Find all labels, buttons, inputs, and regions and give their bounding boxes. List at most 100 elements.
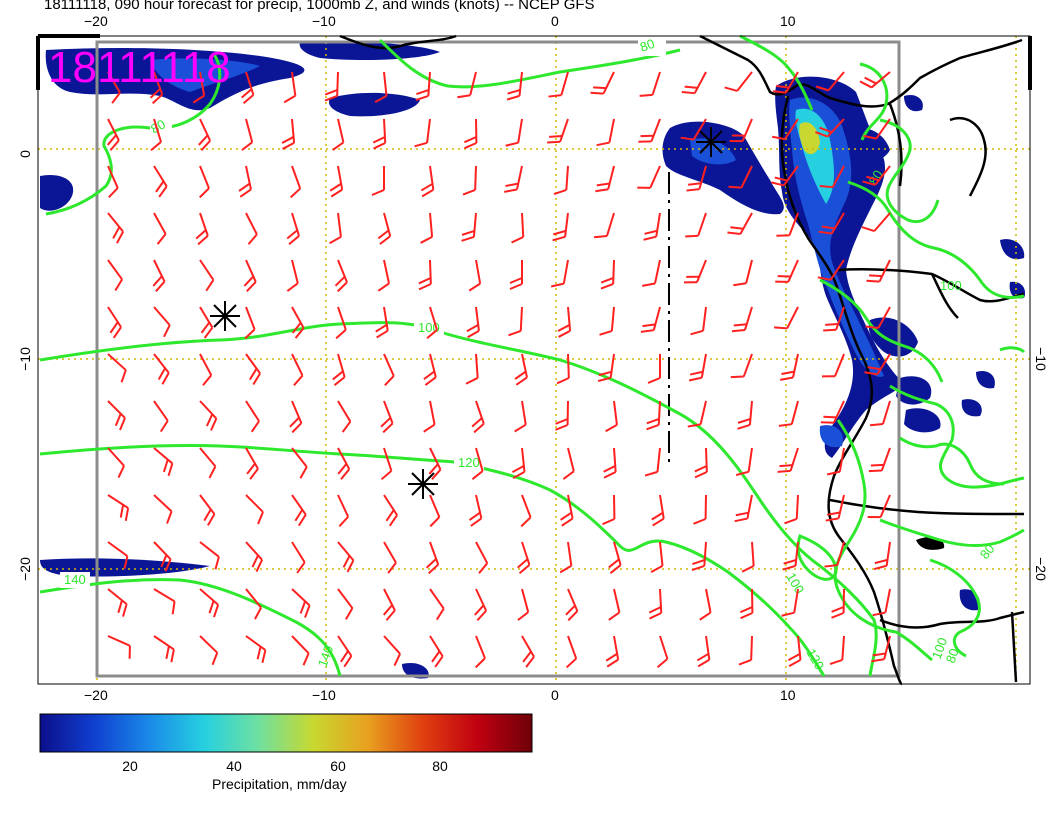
wind-barb-icon: [337, 494, 350, 528]
wind-barb-icon: [681, 71, 707, 95]
wind-barb-icon: [508, 306, 523, 337]
wind-barb-icon: [426, 306, 438, 340]
wind-barb-icon: [724, 71, 753, 92]
wind-barb-icon: [380, 447, 393, 481]
wind-barb-icon: [329, 212, 342, 245]
wind-barb-icon: [656, 635, 669, 669]
wind-barb-icon: [153, 635, 175, 663]
wind-barb-icon: [815, 118, 845, 138]
wind-barb-icon: [107, 541, 129, 569]
wind-barb-icon: [729, 118, 753, 143]
wind-barb-icon: [238, 165, 252, 198]
wind-barb-icon: [291, 588, 311, 618]
wind-barb-icon: [199, 588, 220, 618]
wind-barb-icon: [509, 260, 523, 290]
wind-barb-icon: [383, 541, 397, 574]
wind-barb-icon: [517, 588, 530, 621]
wind-barb-icon: [199, 447, 217, 479]
wind-barb-icon: [776, 212, 799, 237]
wind-barb-icon: [245, 494, 264, 525]
wind-barb-icon: [337, 588, 354, 620]
wind-barb-icon: [414, 118, 431, 148]
wind-barb-icon: [461, 212, 477, 242]
wind-barb-icon: [245, 635, 267, 663]
wind-barb-icon: [107, 165, 119, 199]
wind-barb-icon: [831, 588, 845, 619]
wind-barb-icon: [153, 306, 171, 338]
wind-barb-icon: [771, 118, 799, 141]
wind-barb-icon: [867, 494, 891, 519]
wind-barb-icon: [474, 588, 488, 622]
wind-barb-icon: [600, 259, 615, 290]
wind-barb-icon: [694, 447, 708, 479]
wind-barb-icon: [646, 400, 661, 431]
wind-barb-icon: [603, 447, 617, 479]
colorbar-label: Precipitation, mm/day: [212, 776, 347, 792]
wind-barb-icon: [337, 635, 353, 668]
wind-barb-icon: [826, 447, 845, 476]
wind-barb-icon: [651, 494, 665, 527]
wind-barb-icon: [337, 400, 352, 433]
wind-barb-icon: [553, 165, 569, 196]
wind-barb-icon: [782, 541, 799, 571]
wind-barb-icon: [107, 494, 130, 522]
wind-barb-icon: [423, 400, 436, 433]
wind-barb-icon: [423, 353, 437, 386]
low-center-asterisk-icon: [210, 301, 240, 331]
wind-barb-icon: [429, 635, 444, 668]
wind-barb-icon: [245, 353, 261, 386]
wind-barb-icon: [608, 588, 621, 621]
wind-barb-icon: [462, 165, 477, 196]
wind-barb-icon: [866, 259, 891, 283]
wind-barb-icon: [514, 400, 527, 433]
wind-barb-icon: [555, 400, 569, 431]
wind-barb-icon: [735, 447, 753, 477]
colorbar-tick: 60: [330, 758, 346, 774]
wind-barb-icon: [825, 494, 845, 522]
wind-barb-icon: [245, 212, 258, 245]
wind-barb-icon: [468, 259, 482, 292]
wind-barb-icon: [699, 588, 712, 621]
wind-barb-icon: [738, 635, 753, 666]
wind-barb-icon: [521, 635, 535, 668]
wind-barb-icon: [774, 306, 799, 330]
wind-barb-icon: [602, 494, 616, 526]
wind-barb-icon: [429, 588, 445, 621]
wind-barb-icon: [550, 259, 569, 288]
wind-barb-icon: [741, 541, 755, 573]
wind-barb-icon: [425, 541, 440, 575]
wind-barb-icon: [192, 71, 206, 104]
wind-barb-icon: [383, 635, 401, 667]
wind-barb-icon: [468, 494, 483, 527]
wind-barb-icon: [374, 71, 388, 103]
lat-tick-right: −10: [1033, 347, 1049, 371]
wind-barb-icon: [377, 212, 392, 245]
wind-barb-icon: [868, 447, 891, 473]
wind-barb-icon: [457, 71, 477, 99]
wind-barb-icon: [337, 541, 355, 573]
wind-barb-icon: [428, 447, 442, 480]
wind-barb-icon: [869, 400, 891, 427]
wind-barb-icon: [873, 541, 891, 571]
wind-barb-icon: [772, 71, 799, 94]
wind-barb-icon: [289, 165, 302, 199]
wind-barb-icon: [199, 494, 216, 526]
wind-barb-icon: [775, 259, 799, 283]
wind-barb-icon: [688, 353, 707, 382]
wind-barb-icon: [777, 447, 799, 473]
contour-label: 140: [315, 644, 337, 670]
wind-barb-icon: [153, 165, 168, 198]
wind-barb-icon: [153, 447, 174, 477]
wind-barb-icon: [382, 588, 396, 621]
wind-barb-icon: [565, 635, 578, 669]
wind-barb-icon: [291, 541, 306, 574]
wind-barb-icon: [730, 353, 753, 379]
wind-barb-icon: [824, 541, 845, 568]
wind-barb-icon: [106, 118, 120, 151]
contour-label: 120: [458, 455, 480, 470]
wind-barb-icon: [683, 259, 707, 284]
wind-barb-icon: [281, 118, 296, 150]
wind-barb-icon: [150, 118, 162, 152]
wind-barb-icon: [153, 494, 173, 524]
